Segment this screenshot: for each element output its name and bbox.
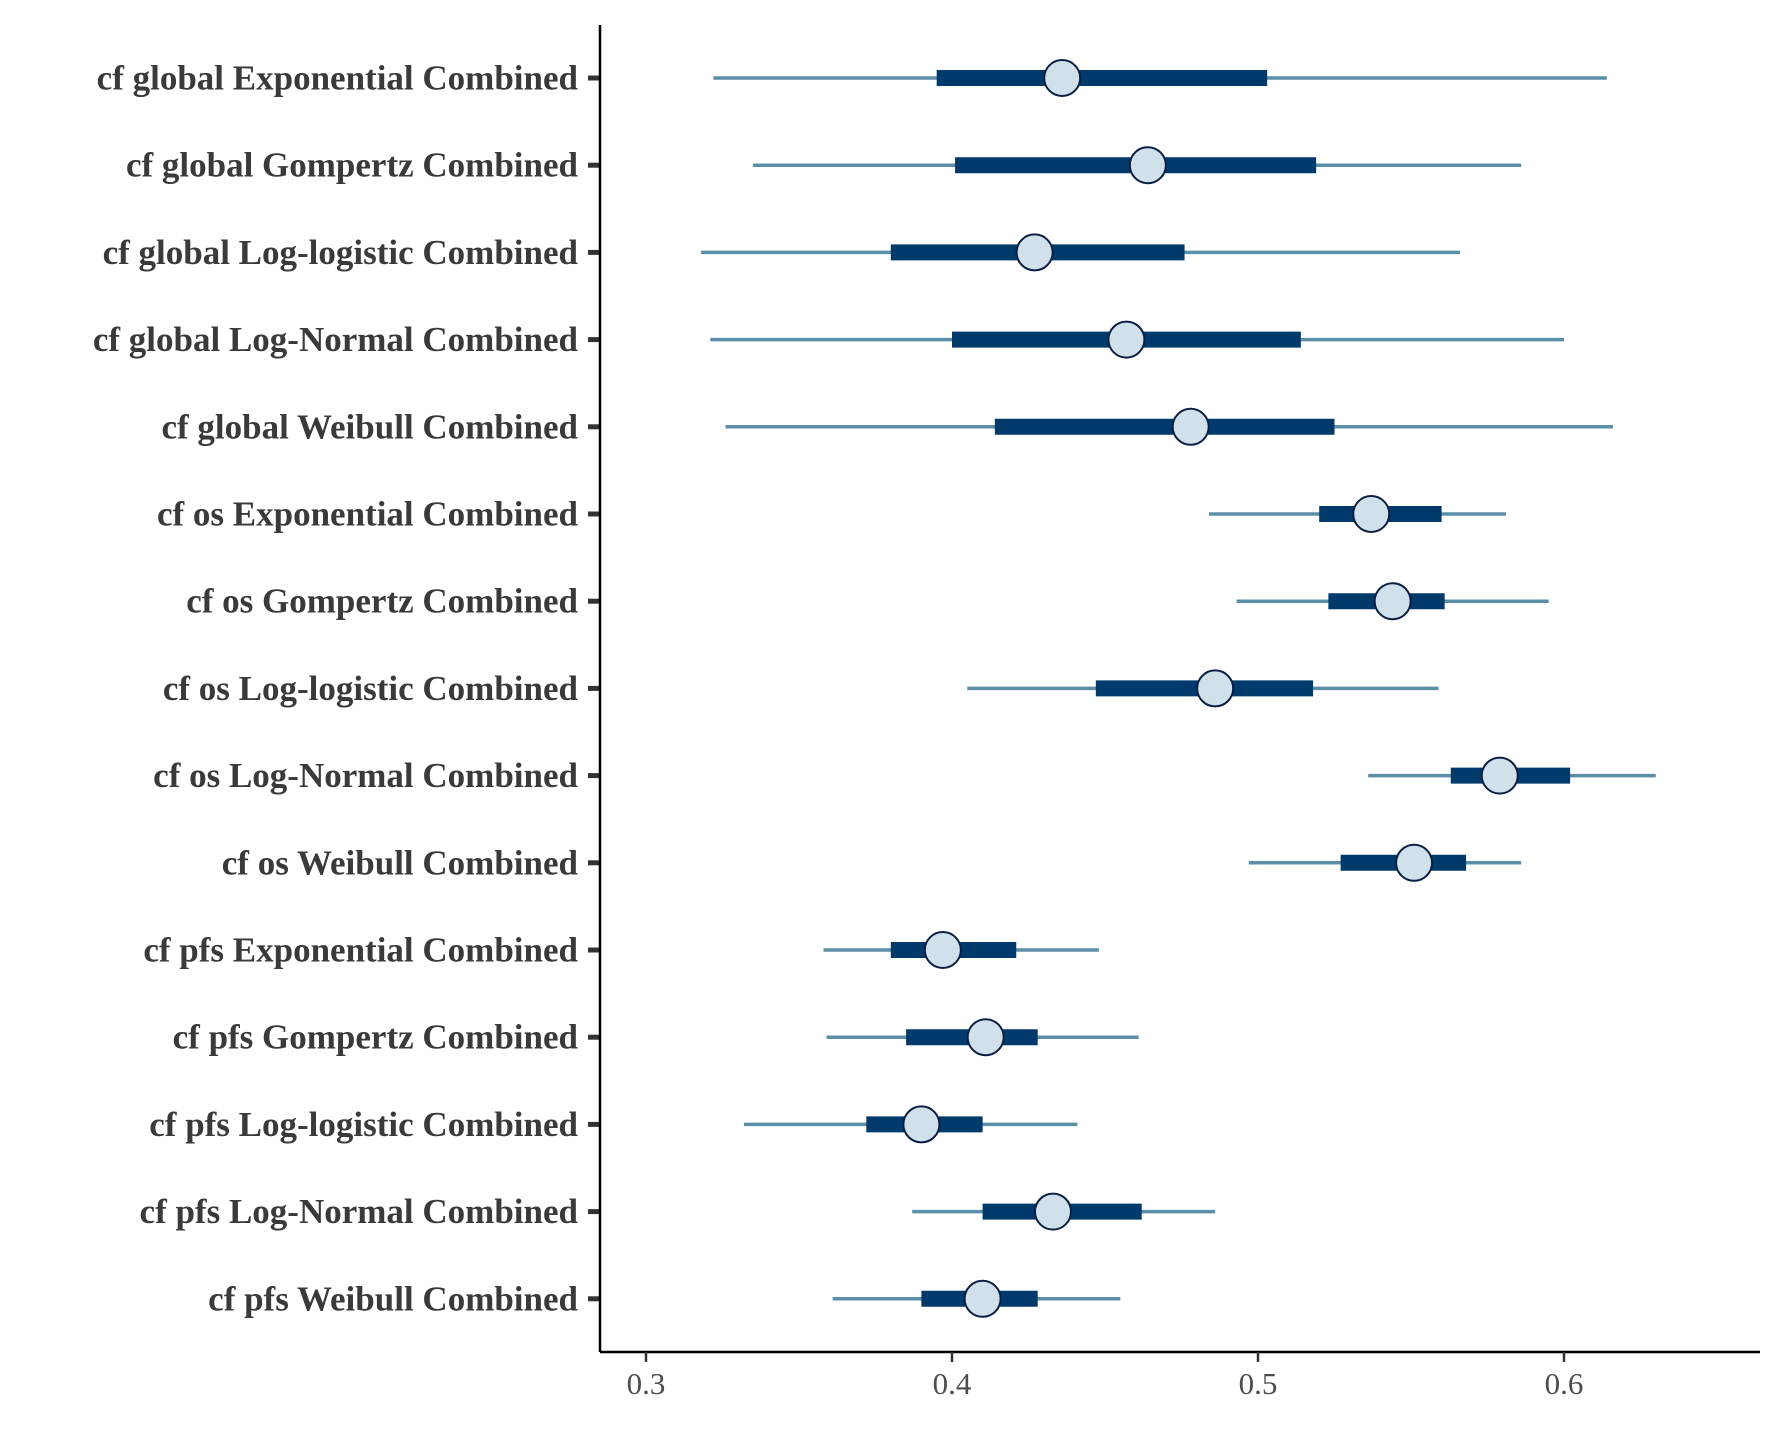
y-axis-ticks: [588, 75, 600, 1302]
x-axis-labels: 0.3 0.4 0.5 0.6: [627, 1366, 1584, 1401]
y-tick-label: cf pfs Log-Normal Combined: [140, 1192, 579, 1231]
y-tick-label: cf os Exponential Combined: [157, 495, 579, 534]
point-estimate: [966, 1018, 1005, 1057]
y-tick-label: cf pfs Gompertz Combined: [173, 1018, 579, 1057]
point-estimate: [1196, 669, 1235, 708]
point-estimate: [902, 1105, 941, 1144]
point-estimate: [963, 1279, 1002, 1318]
y-tick-label: cf global Gompertz Combined: [126, 146, 579, 185]
y-tick-label: cf global Log-logistic Combined: [103, 233, 579, 272]
point-estimate: [1033, 1192, 1072, 1231]
point-estimate: [1395, 843, 1434, 882]
point-estimate: [1171, 407, 1210, 446]
y-tick-label: cf global Exponential Combined: [97, 59, 579, 98]
x-axis-ticks: [644, 1352, 1566, 1362]
point-estimate: [1015, 233, 1054, 272]
point-estimate: [1480, 756, 1519, 795]
point-estimate: [923, 931, 962, 969]
y-tick-label: cf os Weibull Combined: [222, 843, 579, 882]
x-tick-label: 0.5: [1239, 1366, 1278, 1401]
interval-marks: [701, 59, 1656, 1318]
y-axis-labels: cf global Exponential Combined cf global …: [93, 59, 579, 1319]
point-estimate: [1043, 59, 1082, 97]
y-tick-label: cf pfs Weibull Combined: [208, 1279, 578, 1318]
y-tick-label: cf global Log-Normal Combined: [93, 320, 579, 359]
x-tick-label: 0.3: [627, 1366, 666, 1401]
x-tick-label: 0.4: [933, 1366, 972, 1401]
point-estimate: [1373, 582, 1412, 621]
x-tick-label: 0.6: [1545, 1366, 1584, 1401]
point-estimate: [1107, 320, 1146, 359]
point-estimate: [1352, 495, 1391, 533]
y-tick-label: cf pfs Exponential Combined: [143, 931, 578, 970]
y-tick-label: cf pfs Log-logistic Combined: [149, 1105, 578, 1144]
y-tick-label: cf os Log-Normal Combined: [153, 756, 578, 795]
y-tick-label: cf global Weibull Combined: [161, 407, 578, 446]
point-estimate: [1128, 146, 1167, 185]
y-tick-label: cf os Log-logistic Combined: [163, 669, 579, 708]
y-tick-label: cf os Gompertz Combined: [186, 582, 578, 621]
